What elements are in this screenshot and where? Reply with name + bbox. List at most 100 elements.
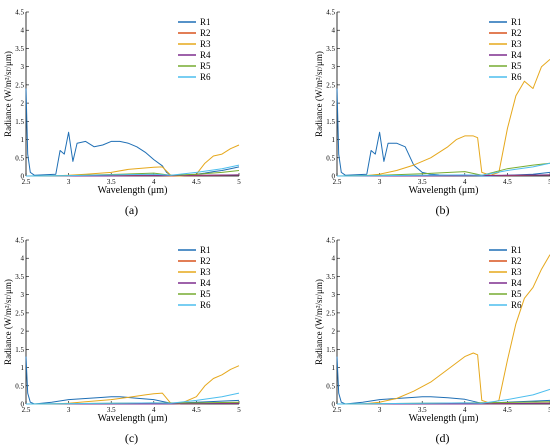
legend-label: R1 [511, 17, 522, 27]
y-tick-label: 1 [21, 136, 25, 144]
series-line-r6 [336, 388, 550, 405]
x-tick-label: 3 [67, 178, 71, 186]
x-tick-label: 4 [463, 178, 467, 186]
legend-label: R3 [511, 267, 522, 277]
y-tick-label: 2 [21, 328, 25, 336]
chart-panel: 0 0.5 1 1.5 2 2.5 3 3.5 4 4.5 2.5 3 3.5 4 4.5 5 Waveleng… [314, 9, 550, 217]
legend-label: R6 [511, 72, 522, 82]
series-line-r6 [336, 162, 550, 177]
y-tick-label: 2.5 [326, 309, 335, 317]
x-tick-label: 4.5 [503, 406, 512, 414]
x-tick-label: 4.5 [192, 178, 201, 186]
series-line-r6 [25, 164, 240, 177]
x-tick-label: 4.5 [192, 406, 201, 414]
y-tick-label: 4.5 [15, 9, 24, 17]
x-tick-label: 3.5 [107, 406, 116, 414]
x-tick-label: 2.5 [22, 406, 31, 414]
x-axis-label: Wavelength (μm) [409, 413, 479, 424]
y-axis-label: Radiance (W/m²/sr/μm) [314, 279, 324, 365]
x-axis-label: Wavelength (μm) [98, 413, 168, 424]
y-tick-label: 3.5 [15, 273, 24, 281]
y-tick-label: 4.5 [326, 237, 335, 245]
x-tick-label: 4 [152, 406, 156, 414]
y-tick-label: 0.5 [15, 154, 24, 162]
y-tick-label: 4 [21, 255, 25, 263]
y-tick-label: 3.5 [15, 45, 24, 53]
legend-label: R6 [200, 72, 211, 82]
legend-label: R3 [200, 267, 211, 277]
x-tick-label: 5 [548, 178, 550, 186]
legend-label: R3 [511, 39, 522, 49]
y-tick-label: 4 [332, 255, 336, 263]
y-tick-label: 3 [21, 63, 25, 71]
y-tick-label: 0.5 [15, 382, 24, 390]
y-tick-label: 0 [332, 401, 336, 409]
y-tick-label: 0 [332, 173, 336, 181]
x-axis-label: Wavelength (μm) [98, 185, 168, 196]
y-tick-label: 3 [21, 291, 25, 299]
legend-label: R4 [200, 50, 211, 60]
y-tick-label: 0 [21, 173, 25, 181]
x-tick-label: 3.5 [418, 178, 427, 186]
x-tick-label: 5 [237, 178, 241, 186]
legend-label: R4 [511, 278, 522, 288]
x-tick-label: 3.5 [107, 178, 116, 186]
y-tick-label: 1 [332, 364, 336, 372]
panel-label: (d) [436, 431, 450, 445]
panel-label: (b) [436, 203, 450, 217]
y-tick-label: 4.5 [15, 237, 24, 245]
panel-label: (a) [125, 203, 138, 217]
y-tick-label: 2.5 [326, 81, 335, 89]
y-tick-label: 1.5 [326, 118, 335, 126]
series-line-r1 [336, 356, 550, 405]
chart-panel: 0 0.5 1 1.5 2 2.5 3 3.5 4 4.5 2.5 3 3.5 4 4.5 5 Waveleng… [3, 9, 241, 218]
y-tick-label: 1 [21, 364, 25, 372]
series-line-r3 [26, 144, 240, 177]
y-tick-label: 4.5 [326, 9, 335, 17]
x-tick-label: 2.5 [333, 406, 342, 414]
y-tick-label: 1.5 [15, 118, 24, 126]
legend-label: R5 [511, 289, 522, 299]
y-axis-label: Radiance (W/m²/sr/μm) [3, 279, 13, 365]
y-tick-label: 1 [332, 136, 336, 144]
legend-label: R5 [200, 61, 211, 71]
series-line-r6 [25, 392, 240, 405]
legend-label: R1 [511, 245, 522, 255]
legend-label: R1 [200, 17, 211, 27]
y-tick-label: 0.5 [326, 154, 335, 162]
legend-label: R2 [200, 256, 211, 266]
x-tick-label: 4 [463, 406, 467, 414]
y-tick-label: 1.5 [326, 346, 335, 354]
x-axis-label: Wavelength (μm) [409, 185, 479, 196]
x-tick-label: 5 [548, 406, 550, 414]
legend-label: R4 [511, 50, 522, 60]
chart-panel: 0 0.5 1 1.5 2 2.5 3 3.5 4 4.5 2.5 3 3.5 4 4.5 5 Waveleng… [314, 237, 550, 445]
x-tick-label: 2.5 [333, 178, 342, 186]
series-line-r3 [337, 59, 550, 177]
legend-label: R5 [200, 289, 211, 299]
series-line-r1 [336, 88, 550, 177]
y-tick-label: 0.5 [326, 382, 335, 390]
y-tick-label: 2 [21, 100, 25, 108]
legend-label: R2 [200, 28, 211, 38]
y-tick-label: 4 [332, 27, 336, 35]
legend-label: R1 [200, 245, 211, 255]
y-axis-label: Radiance (W/m²/sr/μm) [314, 51, 324, 137]
x-tick-label: 2.5 [22, 178, 31, 186]
x-tick-label: 4.5 [503, 178, 512, 186]
y-tick-label: 3 [332, 291, 336, 299]
y-tick-label: 4 [21, 27, 25, 35]
x-tick-label: 3 [378, 406, 382, 414]
y-tick-label: 2 [332, 328, 336, 336]
y-tick-label: 2.5 [15, 81, 24, 89]
y-tick-label: 3.5 [326, 45, 335, 53]
y-tick-label: 2.5 [15, 309, 24, 317]
y-axis-label: Radiance (W/m²/sr/μm) [3, 51, 13, 137]
legend-label: R2 [511, 256, 522, 266]
x-tick-label: 3 [67, 406, 71, 414]
chart-panel: 0 0.5 1 1.5 2 2.5 3 3.5 4 4.5 2.5 3 3.5 4 4.5 5 Waveleng… [3, 237, 241, 446]
